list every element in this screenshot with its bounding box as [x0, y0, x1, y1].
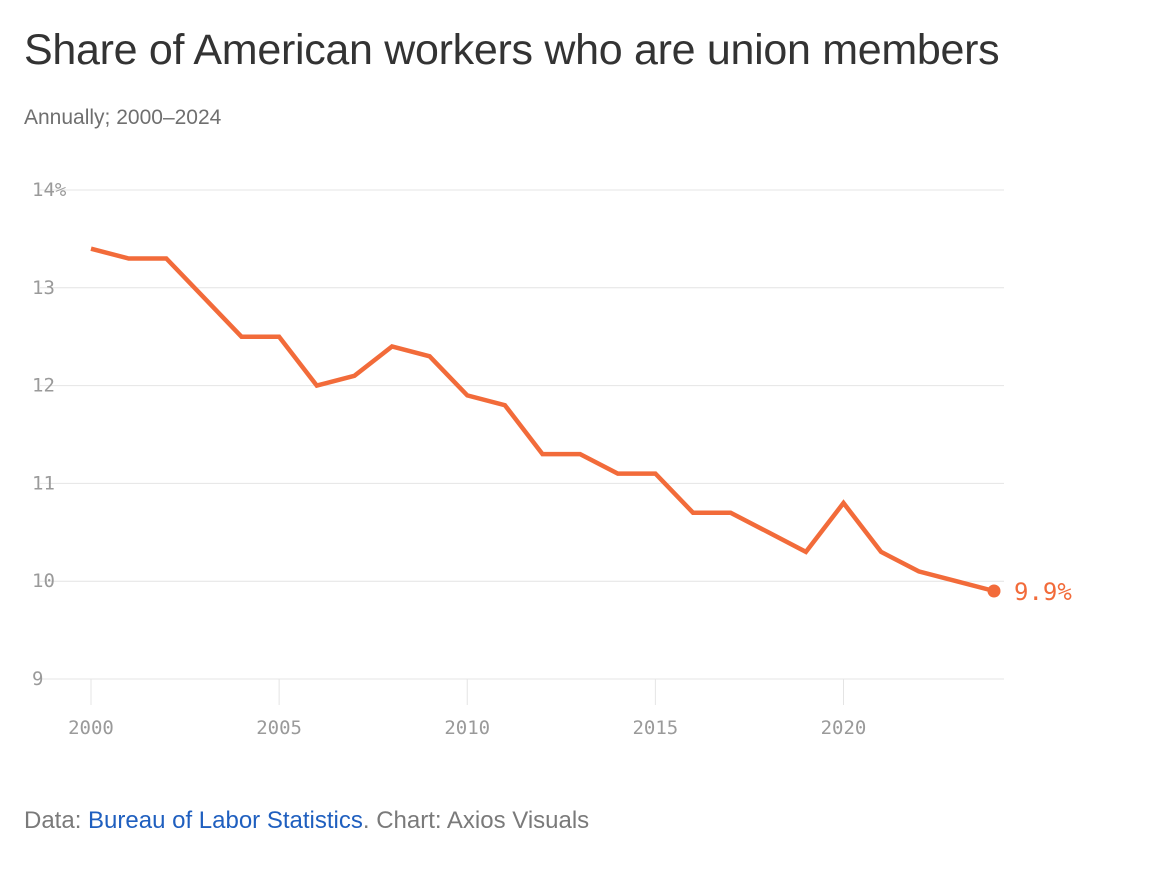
data-point [954, 579, 958, 583]
data-point [352, 374, 356, 378]
data-point [541, 452, 545, 456]
data-point [164, 256, 168, 260]
data-point [917, 569, 921, 573]
data-point [804, 550, 808, 554]
data-point [691, 511, 695, 515]
data-point [578, 452, 582, 456]
x-tick-label: 2015 [632, 717, 678, 739]
data-point [879, 550, 883, 554]
x-tick-label: 2010 [444, 717, 490, 739]
data-point [277, 335, 281, 339]
data-point [503, 403, 507, 407]
data-point [127, 256, 131, 260]
data-point [390, 344, 394, 348]
chart-title: Share of American workers who are union … [24, 26, 1000, 74]
data-point [465, 393, 469, 397]
data-point [653, 472, 657, 476]
data-point [729, 511, 733, 515]
x-tick-label: 2020 [821, 717, 867, 739]
x-tick-label: 2000 [68, 717, 114, 739]
x-tick-label: 2005 [256, 717, 302, 739]
data-point [616, 472, 620, 476]
end-point-marker [987, 584, 1001, 598]
data-point [202, 296, 206, 300]
end-value-label: 9.9% [1014, 578, 1072, 606]
footer-credit: . Chart: Axios Visuals [362, 807, 590, 834]
y-tick-label: 9 [32, 668, 43, 690]
y-tick-label: 13 [32, 277, 55, 299]
footer-data-prefix: Data: [24, 807, 89, 834]
chart-subtitle: Annually; 2000–2024 [24, 106, 222, 129]
y-tick-label: 10 [32, 570, 55, 592]
data-point [842, 501, 846, 505]
data-point [766, 530, 770, 534]
y-tick-label: 14% [32, 179, 67, 201]
series-line [90, 246, 995, 594]
data-point [89, 247, 93, 251]
chart-footer: Data: Bureau of Labor Statistics. Chart:… [24, 807, 589, 835]
y-tick-label: 11 [32, 472, 55, 494]
source-link[interactable]: Bureau of Labor Statistics [88, 807, 363, 834]
data-point [315, 384, 319, 388]
data-point [428, 354, 432, 358]
data-point [240, 335, 244, 339]
y-tick-label: 12 [32, 375, 55, 397]
